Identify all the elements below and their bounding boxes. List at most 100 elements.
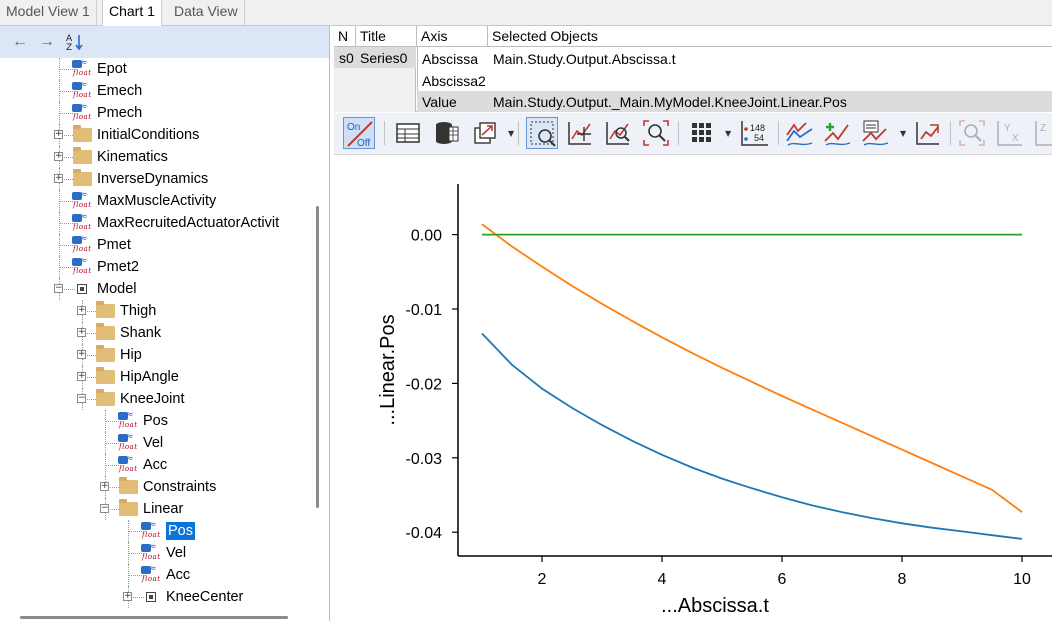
tree-vertical-scrollbar[interactable]	[316, 206, 319, 508]
tree-item[interactable]: − KneeJoint	[0, 388, 318, 410]
series-row[interactable]: s0 Series0	[334, 47, 416, 68]
database-icon[interactable]	[430, 117, 462, 149]
float-variable-icon: ≈ float	[141, 520, 161, 539]
tree-item[interactable]: + InverseDynamics	[0, 168, 318, 190]
y-tick-label: 0.00	[411, 228, 442, 245]
series-line-1	[481, 223, 1023, 513]
collapse-icon[interactable]: −	[100, 503, 109, 513]
expand-icon[interactable]: +	[77, 327, 86, 337]
tree-connector	[105, 421, 121, 422]
tree-guide	[105, 432, 106, 454]
sort-az-icon[interactable]: A Z	[64, 32, 88, 53]
y-tick-label: -0.01	[406, 302, 443, 319]
tree-item-label: Linear	[143, 501, 184, 517]
export-icon[interactable]	[470, 117, 502, 149]
expand-icon[interactable]: +	[54, 151, 63, 161]
tree-item[interactable]: ≈ float Epot	[0, 58, 318, 80]
tree-connector	[59, 245, 75, 246]
expand-icon[interactable]: +	[77, 371, 86, 381]
axis-abscissa[interactable]: Abscissa	[422, 51, 479, 67]
svg-text:Y: Y	[1004, 123, 1011, 134]
refresh-chart-icon[interactable]	[912, 117, 944, 149]
pan-icon[interactable]	[564, 117, 596, 149]
counter-bottom: 54	[754, 133, 764, 143]
tree-item[interactable]: ≈ float Acc	[0, 454, 318, 476]
tab-model-view-1[interactable]: Model View 1	[0, 0, 97, 25]
expand-icon[interactable]: +	[100, 481, 109, 491]
tree-toolbar: ← → A Z	[0, 26, 329, 58]
axis-abscissa2[interactable]: Abscissa2	[422, 73, 486, 89]
tree-item[interactable]: − Linear	[0, 498, 318, 520]
series-list-icon[interactable]	[860, 117, 892, 149]
arrow-left-icon[interactable]: ←	[12, 33, 28, 50]
tree-item[interactable]: ≈ float Acc	[0, 564, 318, 586]
tab-data-view[interactable]: Data View	[168, 0, 245, 25]
tree-item[interactable]: ≈ float Vel	[0, 432, 318, 454]
line-chart[interactable]: 0.00 -0.01 -0.02 -0.03 -0.04 2 4 6 8 10 ...Absciss…	[334, 156, 1052, 621]
expand-icon[interactable]: +	[54, 173, 63, 183]
add-series-icon[interactable]	[822, 117, 854, 149]
tree-item-label: Acc	[166, 567, 191, 583]
expand-icon[interactable]: +	[123, 591, 132, 601]
series-col-n: N	[334, 26, 356, 47]
tree-item[interactable]: ≈ float MaxMuscleActivity	[0, 190, 318, 212]
tree-item-label: KneeJoint	[120, 391, 185, 407]
model-folder-icon	[77, 284, 87, 294]
tree-item[interactable]: ≈ float MaxRecruitedActuatorActivit	[0, 212, 318, 234]
tree-connector	[59, 201, 75, 202]
tree-item[interactable]: + Constraints	[0, 476, 318, 498]
tree-item[interactable]: + KneeCenter	[0, 586, 318, 608]
collapse-icon[interactable]: −	[54, 283, 63, 293]
expand-icon[interactable]: +	[77, 349, 86, 359]
tree-item[interactable]: + InitialConditions	[0, 124, 318, 146]
data-counter-icon[interactable]: 148 54	[738, 117, 770, 149]
expand-icon[interactable]: +	[54, 129, 63, 139]
folder-icon	[96, 345, 115, 362]
line-style-icon[interactable]	[784, 117, 816, 149]
toolbar-separator	[678, 121, 679, 145]
folder-icon	[96, 389, 115, 406]
tree-item[interactable]: ≈ float Pmech	[0, 102, 318, 124]
tree-item[interactable]: + HipAngle	[0, 366, 318, 388]
tree-item[interactable]: − Model	[0, 278, 318, 300]
series-dropdown-icon[interactable]: ▼	[900, 129, 907, 138]
tree-item[interactable]: ≈ float Pmet	[0, 234, 318, 256]
axis-value-row[interactable]: Value Main.Study.Output._Main.MyModel.Kn…	[417, 91, 1052, 112]
float-variable-icon: ≈ float	[72, 102, 92, 121]
tree-item[interactable]: + Shank	[0, 322, 318, 344]
folder-icon	[96, 323, 115, 340]
tree-item[interactable]: ≈ float Vel	[0, 542, 318, 564]
zoom-in-icon[interactable]	[602, 117, 634, 149]
tree-item[interactable]: ≈ float Pos	[0, 410, 318, 432]
collapse-icon[interactable]: −	[77, 393, 86, 403]
tree-item[interactable]: ≈ float Emech	[0, 80, 318, 102]
float-variable-icon: ≈ float	[141, 542, 161, 561]
tree-item[interactable]: + Kinematics	[0, 146, 318, 168]
tree-item-label: Vel	[166, 545, 187, 561]
tree-item[interactable]: + Hip	[0, 344, 318, 366]
table-view-icon[interactable]	[392, 117, 424, 149]
abscissa-objects[interactable]: Main.Study.Output.Abscissa.t	[493, 51, 676, 67]
tree-item[interactable]: ≈ float Pos	[0, 520, 318, 542]
grid-icon[interactable]	[686, 117, 718, 149]
zoom-box-icon[interactable]	[526, 117, 558, 149]
tree-item-label: KneeCenter	[166, 589, 244, 605]
tree-connector	[59, 223, 75, 224]
grid-dropdown-icon[interactable]: ▼	[725, 129, 732, 138]
tree-item-label: InverseDynamics	[97, 171, 209, 187]
tree-item[interactable]: ≈ float Pmet2	[0, 256, 318, 278]
tree-connector	[128, 553, 144, 554]
arrow-right-icon[interactable]: →	[39, 33, 55, 50]
x-tick-label: 2	[538, 571, 547, 588]
zoom-fit-icon[interactable]	[640, 117, 672, 149]
tab-chart-1[interactable]: Chart 1	[102, 0, 162, 26]
float-variable-icon: ≈ float	[72, 234, 92, 253]
onoff-toggle-icon[interactable]: On Off	[343, 117, 375, 149]
tree-item-label: InitialConditions	[97, 127, 200, 143]
expand-icon[interactable]: +	[77, 305, 86, 315]
tree-horizontal-scrollbar[interactable]	[20, 616, 288, 619]
toolbar-separator	[778, 121, 779, 145]
tree-item[interactable]: + Thigh	[0, 300, 318, 322]
export-dropdown-icon[interactable]: ▼	[508, 129, 515, 138]
